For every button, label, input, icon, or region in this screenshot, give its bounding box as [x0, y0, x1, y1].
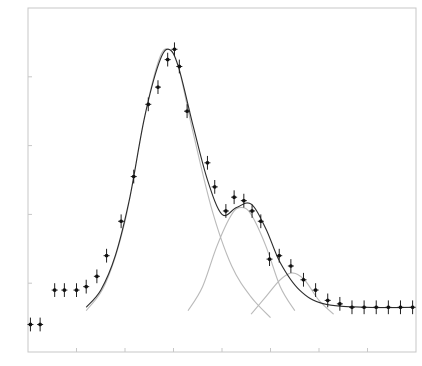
data-point	[145, 97, 152, 112]
data-point	[300, 272, 307, 287]
point-marker	[289, 264, 293, 268]
data-point	[287, 259, 294, 273]
data-point	[164, 52, 171, 67]
data-point	[324, 293, 331, 308]
data-point	[176, 59, 183, 74]
point-marker	[156, 85, 160, 89]
axis-ticks	[27, 7, 417, 353]
point-marker	[28, 322, 33, 327]
data-point	[73, 283, 80, 297]
point-marker	[95, 274, 99, 279]
data-point	[222, 204, 229, 218]
point-marker	[212, 185, 217, 189]
data-point	[211, 180, 218, 194]
data-point	[361, 300, 368, 315]
component-curve	[250, 272, 334, 315]
point-marker	[386, 305, 391, 310]
component-curves	[85, 48, 334, 318]
point-marker	[38, 322, 42, 327]
data-point	[312, 283, 319, 297]
point-marker	[259, 219, 263, 224]
point-marker	[104, 253, 109, 258]
data-point	[184, 104, 191, 119]
point-marker	[338, 302, 342, 306]
point-marker	[232, 195, 236, 199]
point-marker	[177, 64, 182, 69]
point-marker	[398, 305, 403, 310]
data-point	[171, 42, 178, 57]
component-curve	[187, 206, 296, 311]
point-marker	[250, 209, 254, 213]
data-point	[397, 300, 404, 315]
point-marker	[205, 161, 210, 165]
data-point	[276, 248, 283, 263]
data-point	[37, 317, 44, 332]
data-point	[130, 169, 137, 184]
point-marker	[84, 284, 88, 289]
point-marker	[146, 102, 151, 107]
data-point	[249, 204, 256, 218]
data-point	[231, 190, 238, 205]
point-marker	[362, 305, 366, 310]
point-marker	[131, 174, 136, 179]
point-marker	[224, 209, 228, 213]
point-marker	[172, 47, 177, 52]
point-marker	[165, 57, 170, 62]
point-marker	[185, 109, 189, 113]
data-point	[204, 155, 211, 170]
point-marker	[242, 198, 246, 203]
data-point	[83, 279, 90, 294]
data-point	[257, 214, 264, 229]
data-point	[51, 283, 58, 297]
point-marker	[267, 257, 272, 261]
data-point	[348, 300, 355, 315]
component-curve	[85, 48, 271, 318]
point-marker	[74, 288, 79, 292]
point-marker	[374, 305, 379, 310]
fit-curve	[85, 48, 414, 309]
data-point	[103, 248, 110, 263]
plot-frame	[27, 7, 417, 353]
data-point	[373, 300, 380, 315]
data-point	[118, 214, 125, 229]
data-point	[240, 193, 247, 208]
data-point	[385, 300, 392, 315]
point-marker	[313, 288, 318, 292]
point-marker	[62, 288, 67, 292]
point-marker	[277, 253, 282, 258]
point-marker	[350, 305, 354, 310]
data-points	[27, 42, 416, 332]
fit-curve-layer	[85, 48, 414, 309]
data-point	[409, 300, 416, 315]
point-marker	[325, 298, 330, 303]
data-point	[336, 296, 343, 311]
data-point	[154, 80, 161, 94]
data-point	[27, 317, 34, 332]
point-marker	[301, 277, 306, 282]
point-marker	[410, 305, 415, 310]
data-point	[61, 283, 68, 297]
point-marker	[119, 219, 123, 224]
point-marker	[52, 288, 57, 292]
data-point	[266, 252, 273, 266]
data-point	[93, 269, 100, 284]
